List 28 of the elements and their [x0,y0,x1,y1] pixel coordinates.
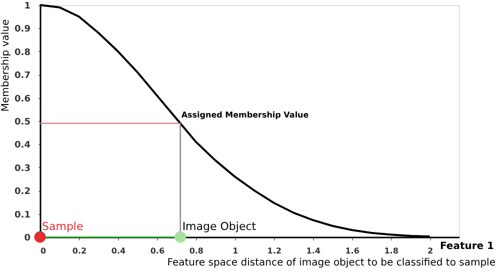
y-axis-title: Membership value [0,19,12,112]
y-tick-label: 0.5 [14,118,30,128]
x-tick-label: 1.6 [345,246,360,256]
y-tick-label: 1 [24,2,30,12]
y-tick-label: 0.2 [14,187,30,198]
x-tick-label: 0.4 [111,246,126,256]
x-tick-label: 0 [40,246,46,256]
x-tick-label: 1.8 [384,246,399,256]
y-tick-label: 0.7 [14,71,30,82]
series-label: Sample [42,220,84,233]
series-label: Image Object [182,220,257,233]
y-tick-label: 0.6 [14,94,30,104]
annotation: Assigned Membership Value [181,110,310,120]
text: Feature 1 [440,241,494,252]
y-tick-label: 0.9 [14,24,30,35]
x-tick-label: 0.6 [150,246,165,256]
x-tick-label: 0.2 [72,246,87,256]
y-tick-label: 0 [24,234,30,244]
x-axis-title: Feature space distance of image object to be classified to sample [167,258,496,268]
x-tick-label: 1 [232,246,239,256]
y-tick-label: 0.1 [14,210,30,220]
y-tick-label: 0.4 [14,140,30,151]
x-tick-label: 1.2 [267,246,282,256]
y-tick-label: 0.8 [14,48,30,58]
x-tick-label: 2 [427,246,434,256]
y-tick-label: 0.3 [14,164,30,174]
x-tick-label: 0.8 [189,246,204,256]
x-tick-label: 1.4 [306,246,321,256]
